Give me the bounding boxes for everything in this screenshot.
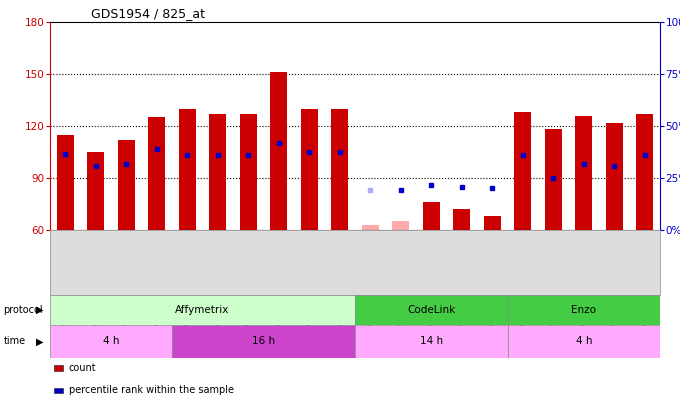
Bar [362, 225, 379, 230]
Bar [606, 123, 623, 230]
Bar [507, 295, 660, 325]
Bar [57, 135, 73, 230]
Text: ▶: ▶ [36, 305, 44, 315]
Bar [575, 115, 592, 230]
Bar [507, 325, 660, 358]
Text: Affymetrix: Affymetrix [175, 305, 230, 315]
Bar [209, 114, 226, 230]
Bar [87, 152, 104, 230]
Bar [172, 325, 355, 358]
Text: 4 h: 4 h [575, 337, 592, 347]
Bar [392, 222, 409, 230]
Bar [240, 114, 256, 230]
Bar [50, 325, 172, 358]
Bar [118, 140, 135, 230]
Text: GDS1954 / 825_at: GDS1954 / 825_at [91, 7, 205, 20]
Text: ▶: ▶ [36, 337, 44, 347]
Bar [484, 216, 500, 230]
Text: CodeLink: CodeLink [407, 305, 456, 315]
Text: time: time [3, 337, 26, 347]
Bar [545, 130, 562, 230]
Bar [355, 295, 507, 325]
Text: percentile rank within the sample: percentile rank within the sample [69, 385, 234, 395]
Text: protocol: protocol [3, 305, 43, 315]
Bar [636, 114, 653, 230]
Bar [50, 295, 355, 325]
Bar [179, 109, 196, 230]
Text: 14 h: 14 h [420, 337, 443, 347]
Bar [301, 109, 318, 230]
Text: count: count [69, 363, 97, 373]
Bar [454, 209, 470, 230]
Bar [355, 325, 507, 358]
Text: 4 h: 4 h [103, 337, 119, 347]
Bar [514, 112, 531, 230]
Bar [331, 109, 348, 230]
Bar [423, 202, 440, 230]
Text: 16 h: 16 h [252, 337, 275, 347]
Text: Enzo: Enzo [571, 305, 596, 315]
Bar [148, 117, 165, 230]
Bar [271, 72, 287, 230]
